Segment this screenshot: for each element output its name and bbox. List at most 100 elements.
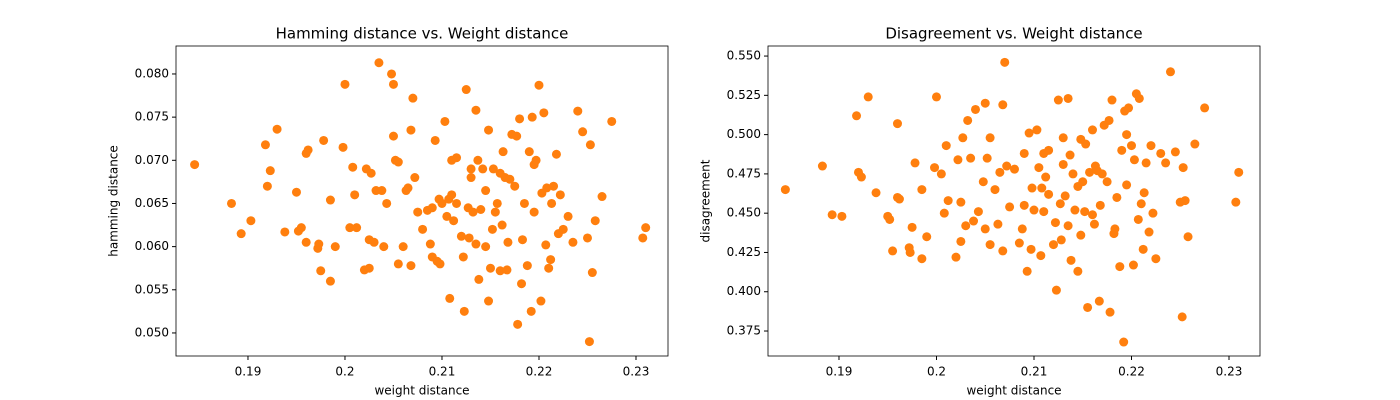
point <box>980 98 990 108</box>
point <box>1081 139 1091 149</box>
y-tick-label: 0.070 <box>135 153 169 167</box>
y-tick-label: 0.375 <box>727 324 761 338</box>
point <box>377 186 387 196</box>
point <box>995 167 1005 177</box>
point <box>430 135 440 145</box>
x-tick-label: 0.2 <box>927 365 946 379</box>
point <box>888 246 898 256</box>
point <box>1119 337 1129 347</box>
point <box>484 125 494 135</box>
point <box>352 223 362 233</box>
chart-title: Hamming distance vs. Weight distance <box>276 25 569 43</box>
point <box>471 239 481 249</box>
point <box>1107 95 1117 105</box>
point <box>531 155 541 165</box>
point <box>1129 155 1139 165</box>
y-tick-label: 0.425 <box>727 245 761 259</box>
y-tick-label: 0.400 <box>727 284 761 298</box>
y-tick-label: 0.475 <box>727 166 761 180</box>
point <box>953 155 963 165</box>
point <box>584 337 594 347</box>
point <box>582 233 592 243</box>
point <box>1105 307 1115 317</box>
point <box>325 195 335 205</box>
point <box>1144 227 1154 237</box>
point <box>1041 172 1051 182</box>
point <box>587 268 597 278</box>
point <box>837 211 847 221</box>
point <box>485 263 495 273</box>
point <box>1146 141 1156 151</box>
point <box>1087 210 1097 220</box>
point <box>1019 148 1029 158</box>
point <box>1138 244 1148 254</box>
point <box>497 220 507 230</box>
point <box>316 266 326 276</box>
point <box>1156 148 1166 158</box>
point <box>246 216 256 226</box>
point <box>403 183 413 193</box>
point <box>1005 202 1015 212</box>
point <box>1063 221 1073 231</box>
x-axis-label: weight distance <box>374 384 469 398</box>
point <box>1065 150 1075 160</box>
point <box>490 207 500 217</box>
y-tick-label: 0.050 <box>135 325 169 339</box>
point <box>478 164 488 174</box>
point <box>1076 230 1086 240</box>
point <box>1104 115 1114 125</box>
point <box>563 211 573 221</box>
point <box>1027 183 1037 193</box>
point <box>505 174 515 184</box>
point <box>969 216 979 226</box>
y-tick-label: 0.550 <box>727 49 761 63</box>
point <box>440 116 450 126</box>
point <box>406 125 416 135</box>
point <box>442 211 452 221</box>
point <box>1048 240 1058 250</box>
x-tick-label: 0.19 <box>235 365 262 379</box>
point <box>1128 260 1138 270</box>
point <box>466 173 476 183</box>
point <box>374 58 384 68</box>
point <box>471 105 481 115</box>
point <box>852 111 862 121</box>
point <box>522 261 532 271</box>
point <box>856 172 866 182</box>
point <box>544 263 554 273</box>
point <box>388 79 398 89</box>
point <box>481 242 491 252</box>
point <box>1190 139 1200 149</box>
point <box>236 229 246 239</box>
point <box>459 306 469 316</box>
point <box>488 164 498 174</box>
point <box>1124 103 1134 113</box>
point <box>388 131 398 141</box>
point <box>474 274 484 284</box>
y-tick-label: 0.065 <box>135 196 169 210</box>
point <box>973 207 983 217</box>
point <box>892 119 902 129</box>
point <box>325 276 335 286</box>
point <box>1070 205 1080 215</box>
x-tick-label: 0.21 <box>1021 365 1048 379</box>
point <box>513 319 523 329</box>
point <box>1051 285 1061 295</box>
axes-frame <box>175 45 669 357</box>
point <box>1231 197 1241 207</box>
point <box>551 149 561 159</box>
point <box>1141 158 1151 168</box>
point <box>641 223 651 233</box>
point <box>1036 251 1046 261</box>
point <box>484 296 494 306</box>
point <box>1058 159 1068 169</box>
point <box>990 185 1000 195</box>
point <box>410 173 420 183</box>
point <box>1066 255 1076 265</box>
x-tick-label: 0.22 <box>1118 365 1145 379</box>
point <box>638 233 648 243</box>
point <box>437 198 447 208</box>
point <box>502 265 512 275</box>
y-axis-label: hamming distance <box>107 145 121 257</box>
